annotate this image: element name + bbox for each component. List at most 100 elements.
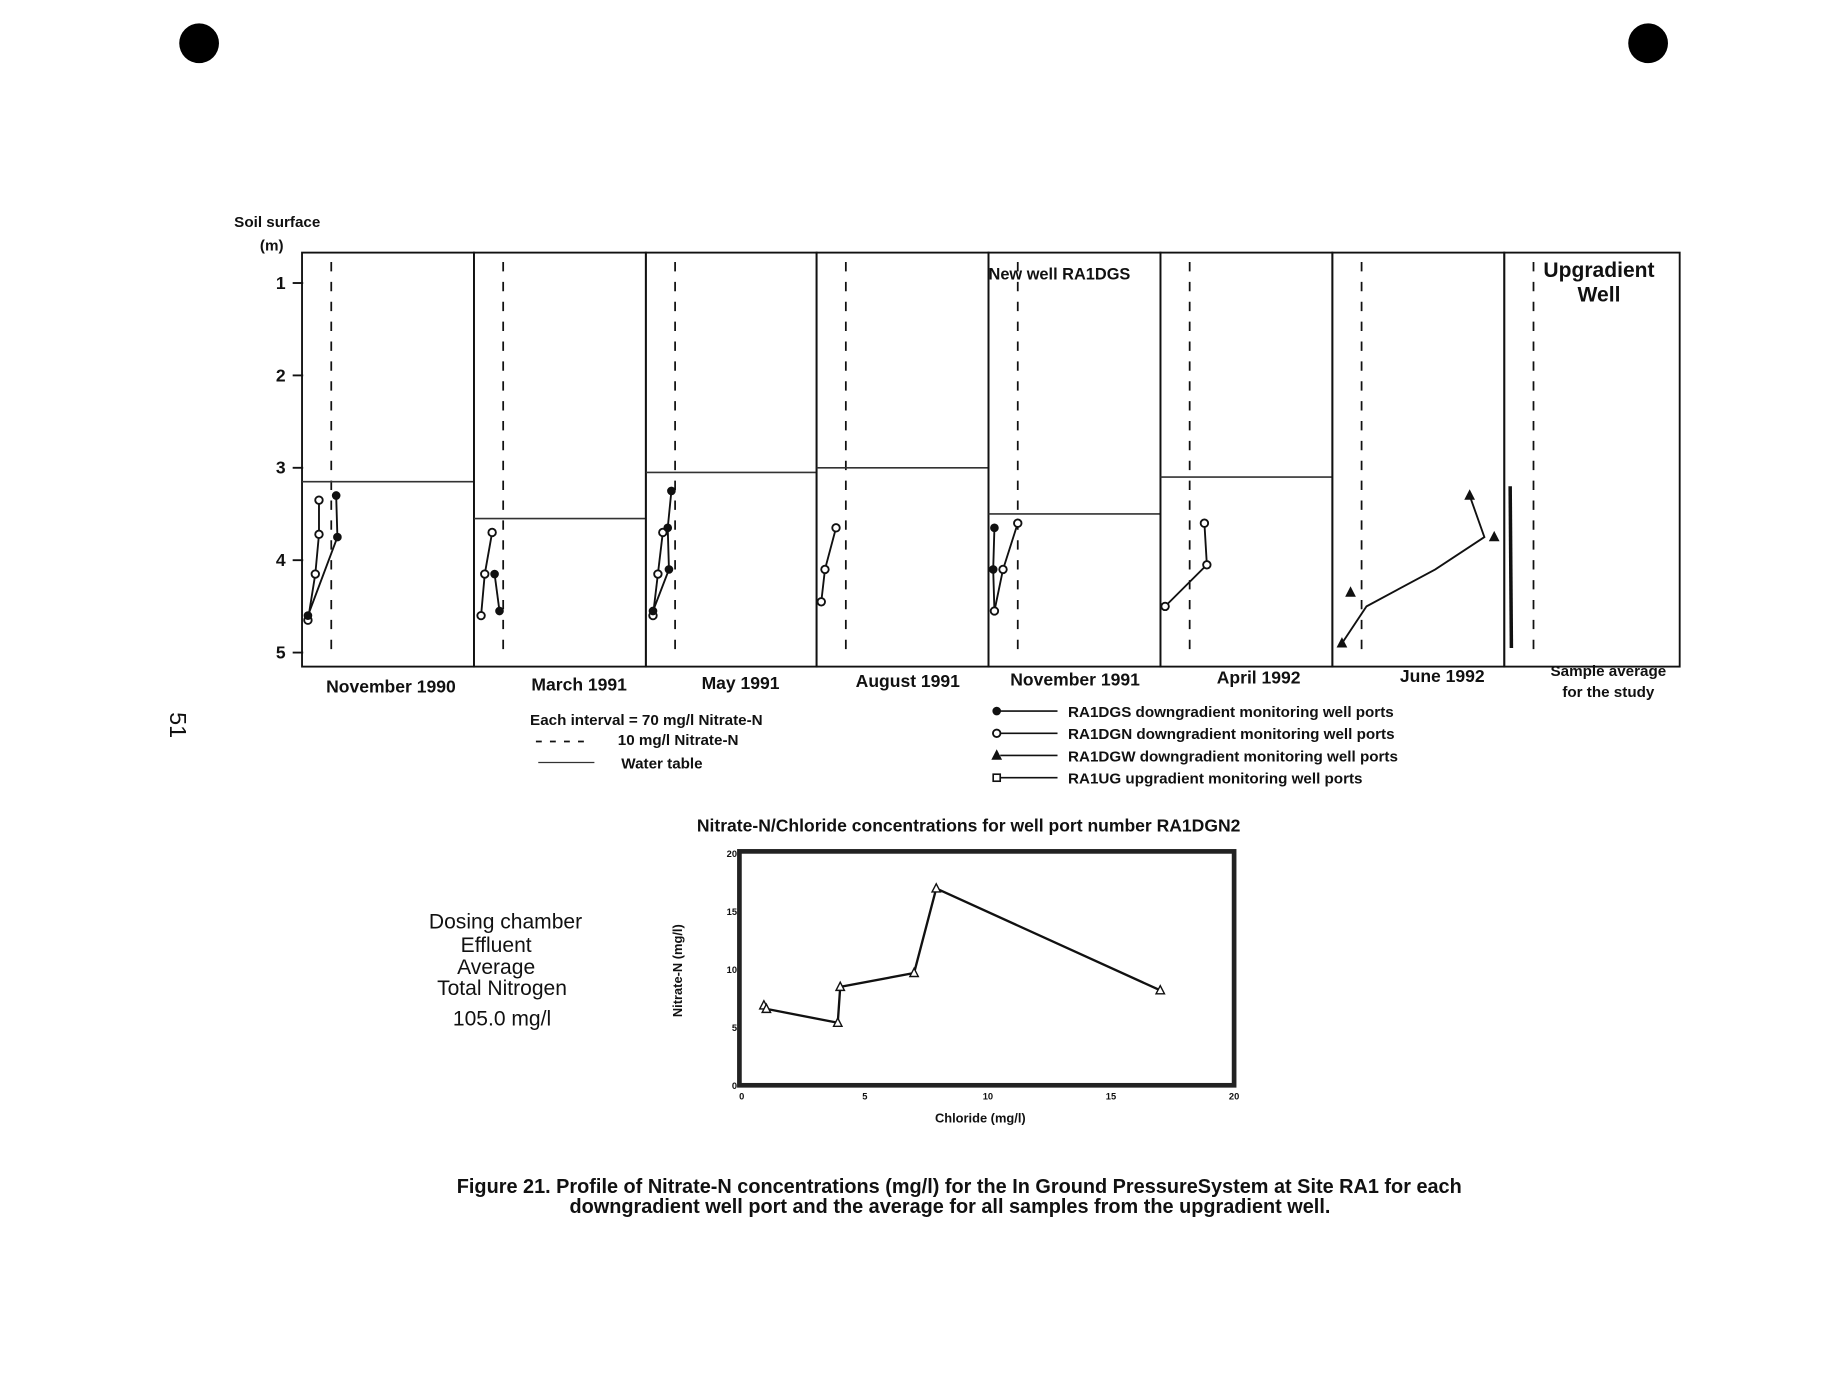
data-point — [908, 966, 920, 978]
panel-label: March 1991 — [531, 675, 627, 695]
data-point — [1488, 530, 1500, 542]
dosing-line-1: Dosing chamber — [429, 911, 582, 934]
panel-frame — [1503, 251, 1681, 668]
circle-icon — [992, 706, 1002, 716]
data-point — [1154, 984, 1166, 995]
nitrate-profile-chart: Soil surface (m) New well RA1DGS Upgradi… — [234, 214, 1681, 701]
dosing-line-4: Total Nitrogen — [437, 977, 567, 1000]
data-point — [930, 882, 942, 893]
upgradient-label: Upgradient — [1543, 259, 1654, 282]
panel-label: August 1991 — [856, 671, 960, 691]
legend-water-table: Water table — [621, 755, 702, 772]
y-tick-label: 10 — [727, 965, 737, 975]
panel-march-1991: March 1991 — [473, 251, 647, 695]
data-point — [653, 569, 663, 579]
triangle-icon — [991, 749, 1003, 760]
data-point — [832, 1016, 844, 1027]
binder-hole-right — [1628, 23, 1668, 64]
data-point — [761, 1002, 772, 1014]
data-point — [1199, 518, 1210, 528]
upgradient-label-2: Well — [1578, 284, 1621, 307]
data-point — [988, 565, 998, 574]
legend-item: RA1DGW downgradient monitoring well port… — [991, 748, 1398, 765]
panel-label-line: Sample average — [1551, 663, 1667, 680]
panel-frame — [815, 251, 990, 668]
panel-frame — [644, 251, 818, 668]
square-icon — [992, 773, 1002, 783]
y-axis-label: Nitrate-N (mg/l) — [670, 924, 685, 1017]
plot-frame — [737, 849, 1237, 1088]
panel-november-1991: November 1991 — [987, 251, 1162, 689]
y-tick-label: 3 — [276, 458, 286, 478]
y-tick-label: 1 — [276, 273, 286, 293]
data-point — [1160, 601, 1170, 612]
data-point — [663, 523, 673, 533]
profile-line — [1164, 523, 1208, 608]
panel-label: April 1992 — [1217, 668, 1301, 688]
panel-april-1992: April 1992 — [1159, 251, 1334, 688]
x-tick-label: 15 — [1106, 1091, 1116, 1101]
x-tick-label: 0 — [739, 1091, 744, 1101]
panel-label: November 1991 — [1010, 669, 1140, 689]
panel-frame — [987, 251, 1162, 668]
y-tick-label: 2 — [276, 365, 286, 385]
data-point — [820, 564, 830, 575]
series-line — [762, 886, 1161, 1025]
profile-line — [652, 490, 673, 612]
panel-may-1991: May 1991 — [644, 251, 818, 693]
x-tick-label: 5 — [862, 1091, 867, 1101]
data-point — [990, 523, 999, 533]
data-point — [989, 606, 1000, 616]
data-point — [831, 523, 841, 533]
data-point — [490, 569, 499, 579]
y-axis-unit: (m) — [260, 237, 284, 254]
legend-label: RA1DGW downgradient monitoring well port… — [1068, 748, 1398, 765]
profile-line — [493, 573, 501, 612]
panel-november-1990: November 1990 — [301, 251, 475, 696]
legend-right: RA1DGS downgradient monitoring well port… — [991, 704, 1398, 788]
y-axis-label: Soil surface — [234, 214, 320, 231]
figure-caption-line-2: downgradient well port and the average f… — [569, 1196, 1330, 1218]
panel-frame — [473, 251, 647, 668]
y-tick-label: 5 — [732, 1023, 737, 1033]
data-point — [834, 980, 846, 992]
x-tick-label: 20 — [1229, 1091, 1239, 1101]
dosing-note: Dosing chamber Effluent Average Total Ni… — [429, 911, 582, 1031]
panel-june-1992: June 1992 — [1331, 251, 1506, 686]
tick-labels: 0 5 10 15 20 0 5 10 15 20 — [727, 849, 1240, 1101]
y-tick-label: 15 — [727, 907, 737, 917]
y-tick-label: 4 — [276, 550, 286, 570]
panel-sample-average-for-the-study: Sample average for the study — [1503, 251, 1681, 701]
x-tick-label: 10 — [983, 1091, 993, 1101]
data-point — [664, 565, 674, 574]
data-point — [331, 491, 341, 500]
profile-line — [1508, 486, 1514, 648]
data-point — [487, 527, 497, 538]
page-number: 51 — [165, 712, 191, 738]
data-point — [333, 532, 342, 542]
legend-left: Each interval = 70 mg/l Nitrate-N 10 mg/… — [530, 712, 763, 772]
y-tick-label: 5 — [276, 642, 286, 662]
legend-label: RA1UG upgradient monitoring well ports — [1068, 771, 1362, 788]
data-point — [1464, 489, 1476, 500]
data-point — [667, 486, 676, 496]
data-points — [758, 882, 1166, 1027]
figure-caption-line-1: Figure 21. Profile of Nitrate-N concentr… — [457, 1176, 1462, 1198]
legend-label: RA1DGN downgradient monitoring well port… — [1068, 726, 1395, 743]
data-point — [480, 569, 490, 579]
y-tick-label: 0 — [732, 1081, 737, 1091]
data-point — [1202, 560, 1212, 570]
profile-line — [307, 500, 320, 621]
y-ticks: 1 2 3 4 5 — [276, 273, 304, 662]
data-point — [1013, 518, 1023, 528]
nitrate-chloride-chart: Nitrate-N/Chloride concentrations for we… — [670, 816, 1241, 1126]
data-point — [495, 606, 504, 616]
profile-line — [820, 527, 837, 602]
dosing-line-2: Effluent — [461, 934, 532, 957]
panel-frame — [1159, 251, 1334, 668]
data-point — [1345, 586, 1356, 597]
chart-title: Nitrate-N/Chloride concentrations for we… — [697, 816, 1241, 836]
panel-august-1991: August 1991 — [815, 251, 990, 691]
legend-item: RA1UG upgradient monitoring well ports — [992, 771, 1363, 788]
